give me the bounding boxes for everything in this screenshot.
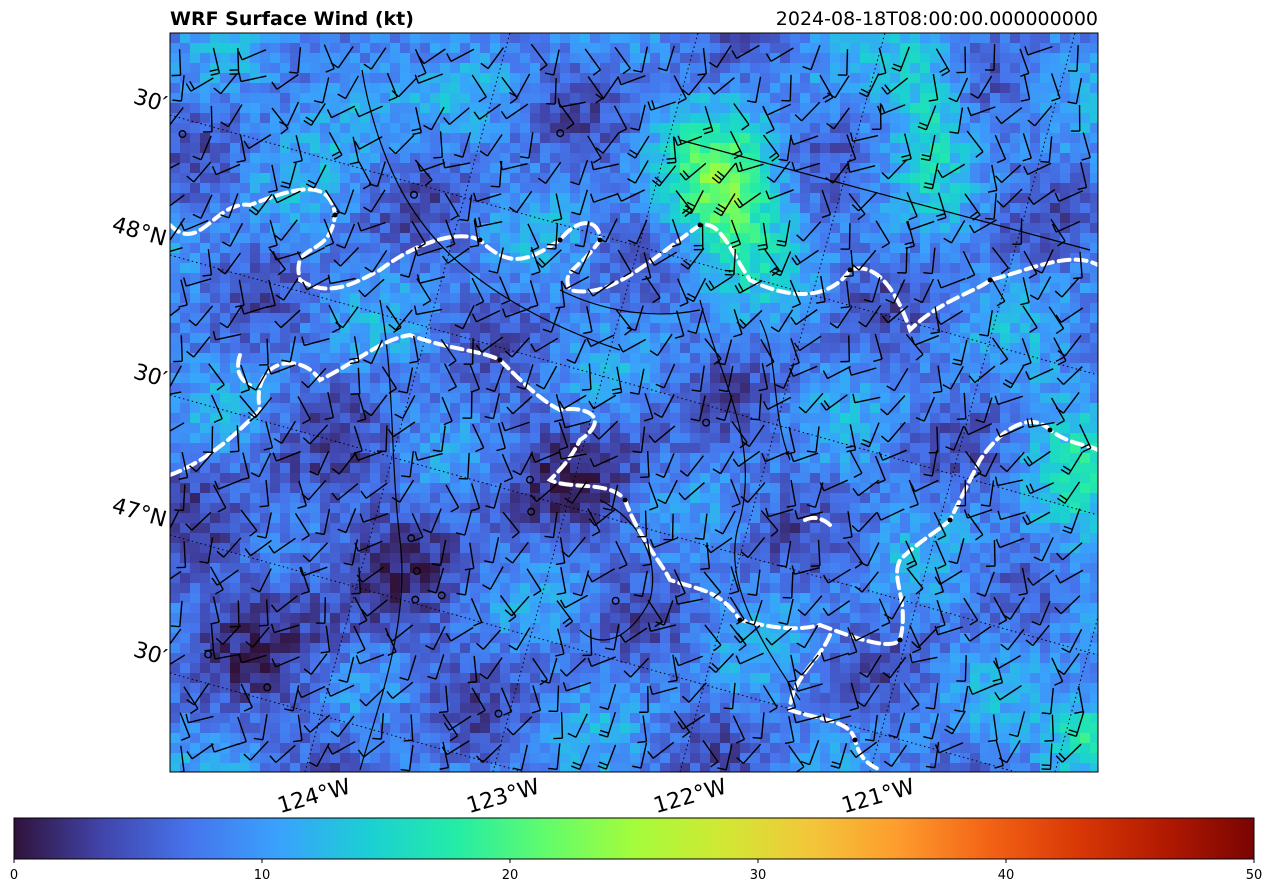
longitude-labels: 124°W 123°W 122°W 121°W — [275, 774, 918, 819]
colorbar-ticks: 0 10 20 30 40 50 — [10, 859, 1262, 883]
lat-label-47n: 47°N — [109, 493, 169, 532]
lon-label-121w: 121°W — [839, 774, 918, 819]
lat-label-48n: 48°N — [109, 212, 169, 251]
plot-title: WRF Surface Wind (kt) — [170, 8, 414, 30]
colorbar-tick-label: 40 — [998, 868, 1015, 883]
colorbar: 0 10 20 30 40 50 — [10, 817, 1262, 883]
graticule — [170, 33, 1098, 772]
colorbar-ramp — [13, 817, 1255, 860]
valid-time-label: 2024-08-18T08:00:00.000000000 — [776, 8, 1098, 30]
latitude-labels: 30′ 48°N 30′ 47°N 30′ — [109, 85, 169, 671]
lat-label-48-30: 30′ — [131, 85, 170, 118]
wind-barbs — [170, 43, 1092, 772]
colorbar-tick-label: 30 — [750, 868, 767, 883]
wind-speed-field — [170, 33, 1098, 772]
colorbar-tick-label: 0 — [10, 868, 18, 883]
colorbar-tick-label: 20 — [502, 868, 519, 883]
colorbar-tick-label: 10 — [254, 868, 271, 883]
lat-label-46-30: 30′ — [131, 638, 170, 671]
lon-label-123w: 123°W — [464, 774, 543, 819]
map-frame — [169, 32, 1099, 773]
map-panel — [169, 32, 1099, 773]
lat-label-47-30: 30′ — [131, 360, 170, 393]
lon-label-122w: 122°W — [651, 774, 730, 819]
lon-label-124w: 124°W — [275, 774, 354, 819]
colorbar-tick-label: 50 — [1246, 868, 1263, 883]
